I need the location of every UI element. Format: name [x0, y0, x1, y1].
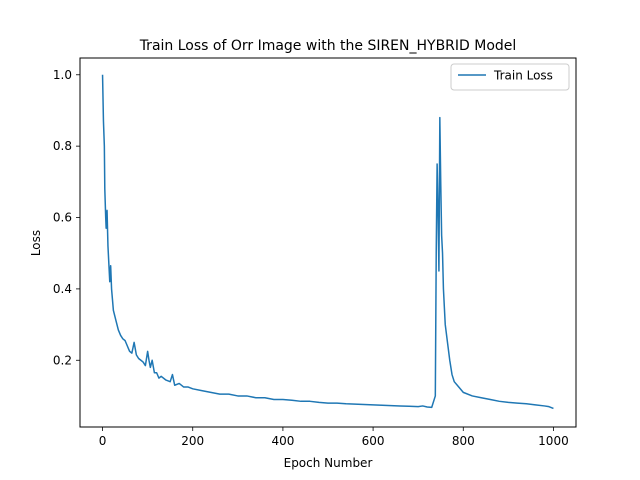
x-tick-label: 600 [362, 434, 385, 448]
y-axis-label: Loss [29, 230, 43, 256]
legend-label-train-loss: Train Loss [493, 69, 553, 83]
plot-area [101, 74, 554, 410]
y-tick-label: 0.2 [53, 353, 72, 367]
y-tick-label: 0.8 [53, 139, 72, 153]
x-tick-label: 400 [271, 434, 294, 448]
x-tick-label: 1000 [538, 434, 569, 448]
y-axis: 0.2 0.4 0.6 0.8 1.0 [53, 68, 80, 367]
x-tick-label: 0 [99, 434, 107, 448]
x-axis: 0 200 400 600 800 1000 [99, 427, 569, 448]
axes-frame [79, 57, 577, 428]
legend-box [450, 63, 570, 91]
y-tick-label: 0.4 [53, 282, 72, 296]
x-axis-label: Epoch Number [284, 456, 373, 470]
legend: Train Loss [450, 63, 570, 91]
series-line-0 [101, 74, 554, 410]
y-tick-label: 1.0 [53, 68, 72, 82]
chart-title: Train Loss of Orr Image with the SIREN_H… [139, 38, 517, 54]
x-tick-label: 800 [452, 434, 475, 448]
x-tick-label: 200 [181, 434, 204, 448]
y-tick-label: 0.6 [53, 211, 72, 225]
